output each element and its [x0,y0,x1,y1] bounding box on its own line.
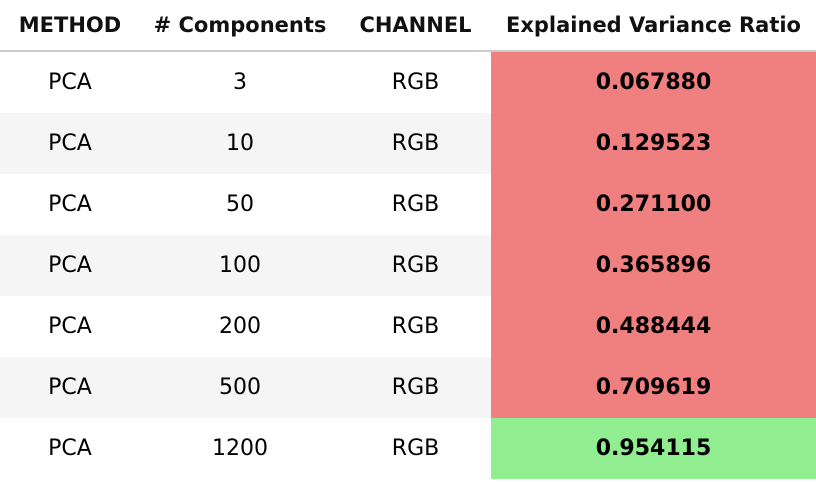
components-cell: 10 [140,113,340,174]
channel-cell: RGB [340,51,491,113]
method-cell: PCA [0,235,140,296]
channel-cell: RGB [340,235,491,296]
header-channel: CHANNEL [340,0,491,52]
method-cell: PCA [0,113,140,174]
components-cell: 100 [140,235,340,296]
components-cell: 500 [140,357,340,418]
ratio-cell: 0.129523 [491,113,816,174]
components-cell: 1200 [140,418,340,479]
table-header: METHOD # Components CHANNEL Explained Va… [0,0,816,52]
table-row: PCA 100 RGB 0.365896 [0,235,816,296]
components-cell: 50 [140,174,340,235]
header-explained-variance-ratio: Explained Variance Ratio [491,0,816,52]
ratio-cell: 0.365896 [491,235,816,296]
header-row: METHOD # Components CHANNEL Explained Va… [0,0,816,52]
table-row: PCA 10 RGB 0.129523 [0,113,816,174]
channel-cell: RGB [340,296,491,357]
header-method: METHOD [0,0,140,52]
method-cell: PCA [0,51,140,113]
method-cell: PCA [0,174,140,235]
table-row: PCA 50 RGB 0.271100 [0,174,816,235]
components-cell: 3 [140,51,340,113]
table-row: PCA 1200 RGB 0.954115 [0,418,816,479]
table-row: PCA 3 RGB 0.067880 [0,51,816,113]
channel-cell: RGB [340,418,491,479]
channel-cell: RGB [340,357,491,418]
method-cell: PCA [0,296,140,357]
method-cell: PCA [0,357,140,418]
ratio-cell: 0.271100 [491,174,816,235]
ratio-cell: 0.709619 [491,357,816,418]
header-components: # Components [140,0,340,52]
channel-cell: RGB [340,174,491,235]
table-body: PCA 3 RGB 0.067880 PCA 10 RGB 0.129523 P… [0,51,816,479]
ratio-cell: 0.067880 [491,51,816,113]
table-row: PCA 500 RGB 0.709619 [0,357,816,418]
ratio-cell: 0.488444 [491,296,816,357]
table-row: PCA 200 RGB 0.488444 [0,296,816,357]
method-cell: PCA [0,418,140,479]
components-cell: 200 [140,296,340,357]
ratio-cell: 0.954115 [491,418,816,479]
channel-cell: RGB [340,113,491,174]
